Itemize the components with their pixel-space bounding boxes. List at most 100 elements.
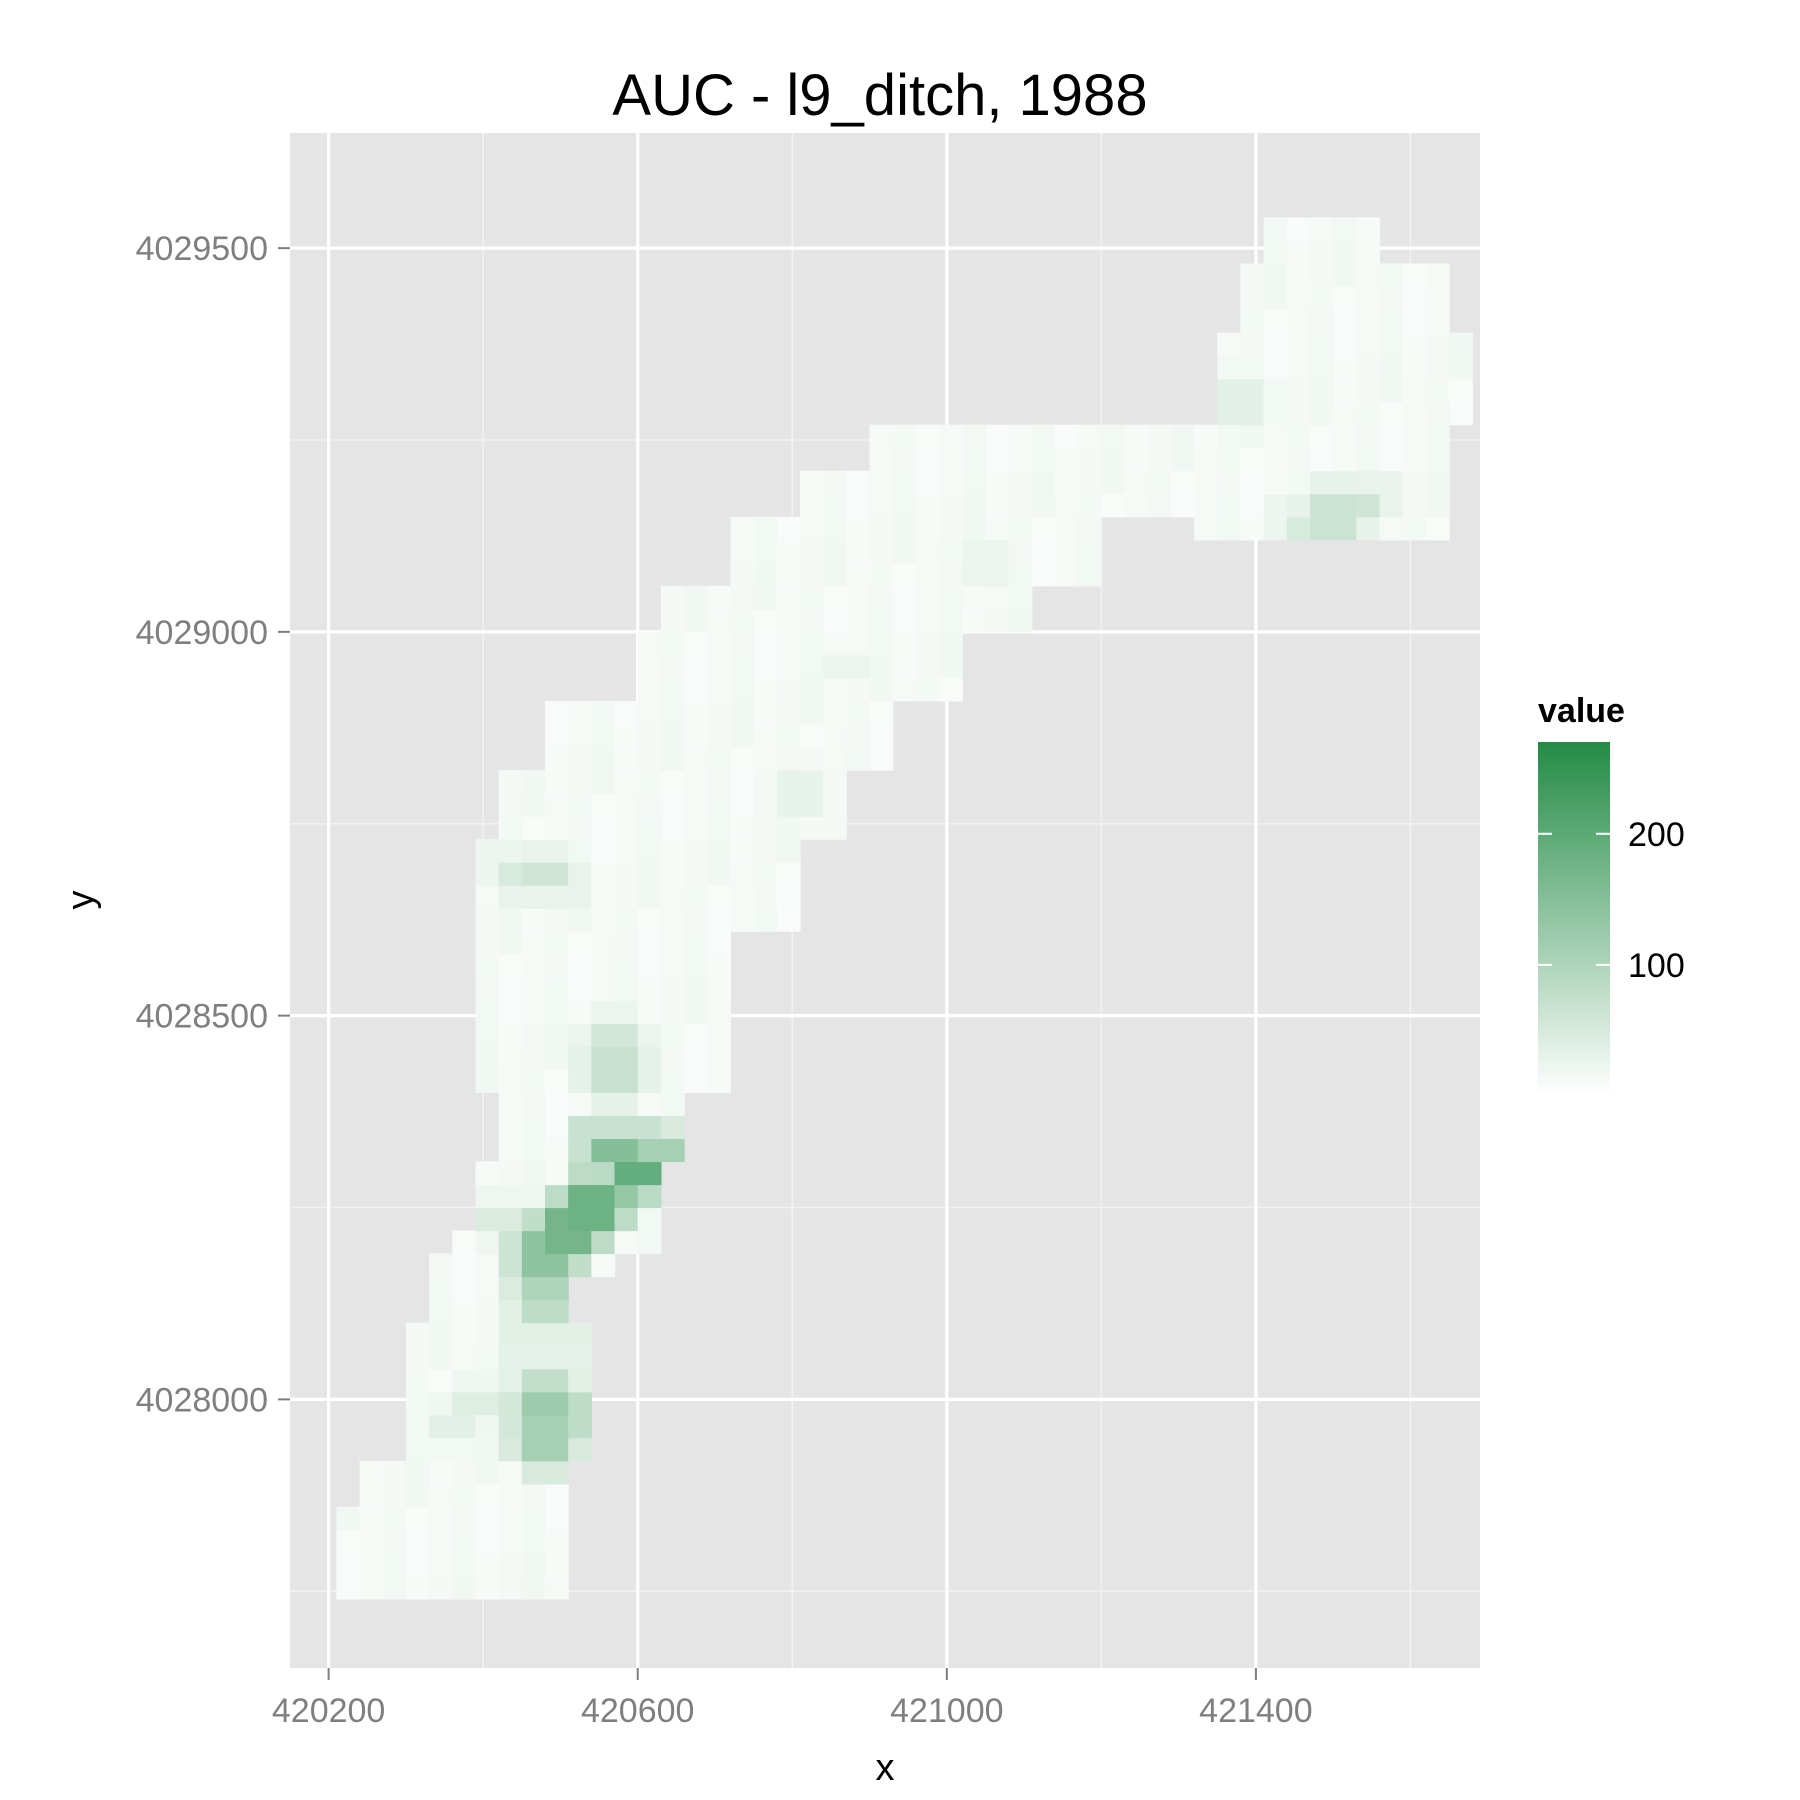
heatmap-cell [1333,516,1357,541]
heatmap-cell [753,816,778,840]
heatmap-cell [521,1322,546,1347]
heatmap-cell [545,700,569,725]
heatmap-cell [498,1230,523,1255]
heatmap-cell [1101,470,1126,495]
heatmap-cell [846,493,871,518]
heatmap-cell [614,1138,639,1163]
heatmap-cell [1402,447,1427,472]
heatmap-cell [1008,562,1033,587]
heatmap-cell [1286,309,1311,334]
heatmap-cell [545,770,569,794]
heatmap-cell [498,1000,523,1024]
heatmap-cell [892,493,917,518]
legend-ticks: 100 200 [1538,816,1685,985]
heatmap-cell [753,608,778,633]
heatmap-cell [1379,401,1404,426]
heatmap-cell [915,539,940,564]
heatmap-cell [869,562,894,587]
heatmap-cell [498,816,523,840]
heatmap-cell [800,700,824,725]
heatmap-cell [730,516,755,541]
heatmap-cell [1263,263,1288,288]
heatmap-cell [823,816,847,840]
heatmap-cell [1240,332,1265,357]
heatmap-cell [1402,355,1427,380]
heatmap-cell [800,677,824,702]
heatmap-cell [1147,447,1172,472]
heatmap-cell [429,1322,453,1347]
heatmap-cell [1449,401,1473,426]
heatmap-cell [1286,332,1311,357]
heatmap-cell [730,816,755,840]
heatmap-cell [568,747,592,771]
heatmap-cell [545,908,569,932]
heatmap-cell [521,1552,546,1577]
heatmap-cell [359,1483,384,1508]
heatmap-cell [568,723,592,748]
heatmap-cell [1008,539,1033,564]
heatmap-cell [1425,424,1450,449]
heatmap-cell [892,631,917,656]
heatmap-cell [568,1207,592,1232]
heatmap-cell [475,931,500,955]
y-axis: 4028000 4028500 4029000 4029500 [136,230,290,1419]
heatmap-cell [521,1115,546,1140]
heatmap-cell [1263,424,1288,449]
heatmap-cell [707,908,732,932]
heatmap-cell [823,493,847,518]
heatmap-cell [1055,470,1079,495]
heatmap-cell [985,493,1010,518]
heatmap-cell [545,862,569,886]
heatmap-cell [475,1230,500,1255]
heatmap-cell [452,1506,477,1531]
heatmap-cell [614,1184,639,1209]
heatmap-cell [1078,516,1102,541]
heatmap-cell [498,1207,523,1232]
heatmap-cell [591,839,616,863]
heatmap-cell [660,862,685,886]
heatmap-cell [498,1299,523,1324]
heatmap-cell [545,1529,569,1554]
heatmap-cell [1008,447,1033,472]
heatmap-cell [939,608,963,633]
heatmap-cell [498,1138,523,1163]
heatmap-cell [637,700,662,725]
heatmap-cell [568,839,592,863]
heatmap-cell [521,1391,546,1416]
heatmap-cell [939,470,963,495]
heatmap-cell [660,631,685,656]
heatmap-cell [660,954,685,978]
heatmap-cell [614,1069,639,1093]
heatmap-cell [359,1575,384,1600]
heatmap-cell [405,1483,430,1508]
heatmap-cell [1217,378,1242,403]
heatmap-cell [1310,493,1334,518]
heatmap-cell [475,1023,500,1047]
heatmap-cell [568,931,592,955]
heatmap-cell [985,562,1010,587]
heatmap-cell [730,677,755,702]
heatmap-cell [962,470,987,495]
x-axis: 420200 420600 421000 421400 [272,1668,1313,1730]
legend-colorbar [1538,742,1610,1096]
heatmap-cell [869,424,894,449]
heatmap-cell [1333,286,1357,311]
heatmap-cell [545,1276,569,1301]
heatmap-cell [684,816,708,840]
heatmap-cell [1031,516,1056,541]
heatmap-cell [498,908,523,932]
heatmap-cell [591,793,616,817]
heatmap-cell [1310,286,1334,311]
heatmap-cell [637,885,662,909]
color-legend: value 100 200 [1538,692,1685,1096]
heatmap-cell [684,631,708,656]
heatmap-cell [614,862,639,886]
heatmap-cell [591,747,616,771]
heatmap-cell [498,839,523,863]
heatmap-cell [498,1046,523,1070]
heatmap-cell [1263,447,1288,472]
heatmap-cell [1217,447,1242,472]
heatmap-cell [429,1414,453,1439]
heatmap-cell [429,1529,453,1554]
heatmap-cell [1356,493,1381,518]
